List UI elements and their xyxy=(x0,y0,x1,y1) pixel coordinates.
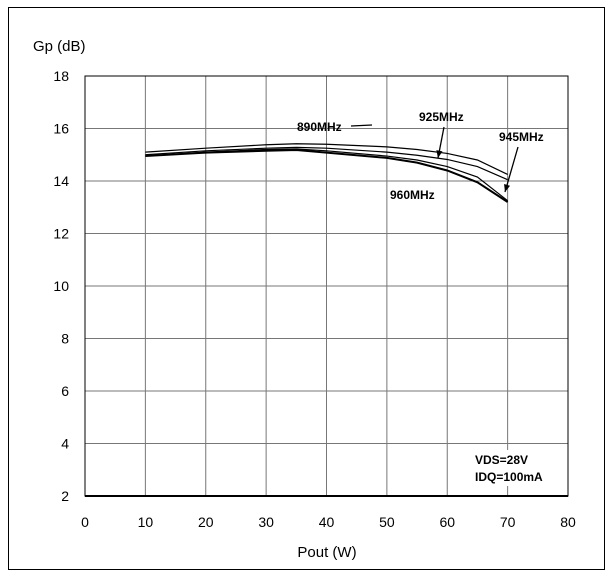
y-tick-4: 4 xyxy=(61,436,69,452)
x-tick-labels: 0 10 20 30 40 50 60 70 80 xyxy=(81,514,576,530)
y-tick-8: 8 xyxy=(61,331,69,347)
series-line-890MHz xyxy=(145,143,508,175)
y-tick-12: 12 xyxy=(53,226,69,242)
series-label-945MHz: 945MHz xyxy=(499,130,544,144)
x-axis-label: Pout (W) xyxy=(297,544,356,561)
x-tick-60: 60 xyxy=(439,514,455,530)
x-tick-20: 20 xyxy=(198,514,214,530)
series-line-960MHz xyxy=(145,149,509,203)
leader-line-890MHz xyxy=(350,124,373,127)
y-tick-14: 14 xyxy=(53,173,69,189)
x-tick-80: 80 xyxy=(560,514,576,530)
series-label-890MHz: 890MHz xyxy=(297,120,342,134)
x-tick-0: 0 xyxy=(81,514,89,530)
x-tick-70: 70 xyxy=(500,514,516,530)
series-labels: 890MHz 925MHz 945MHz 960MHz xyxy=(297,110,544,202)
y-tick-2: 2 xyxy=(61,488,69,504)
y-tick-18: 18 xyxy=(53,68,69,84)
series-line-925MHz xyxy=(145,146,508,181)
series-label-925MHz: 925MHz xyxy=(419,110,464,124)
condition-idq: IDQ=100mA xyxy=(475,470,543,484)
leader-line-945MHz xyxy=(504,146,519,193)
y-axis-label: Gp (dB) xyxy=(33,38,86,55)
plot-area-border xyxy=(84,75,569,497)
series-label-960MHz: 960MHz xyxy=(390,188,435,202)
grid-lines xyxy=(84,75,569,497)
y-tick-6: 6 xyxy=(61,383,69,399)
y-tick-10: 10 xyxy=(53,278,69,294)
arrowhead-945MHz xyxy=(504,184,511,192)
arrowhead-925MHz xyxy=(436,150,443,158)
y-tick-16: 16 xyxy=(53,121,69,137)
conditions-box xyxy=(470,450,560,486)
x-tick-40: 40 xyxy=(319,514,335,530)
x-tick-50: 50 xyxy=(379,514,395,530)
condition-vds: VDS=28V xyxy=(475,453,528,467)
y-tick-labels: 2 4 6 8 10 12 14 16 18 xyxy=(53,68,69,504)
x-tick-10: 10 xyxy=(138,514,154,530)
series-lines xyxy=(145,143,509,203)
x-tick-30: 30 xyxy=(258,514,274,530)
